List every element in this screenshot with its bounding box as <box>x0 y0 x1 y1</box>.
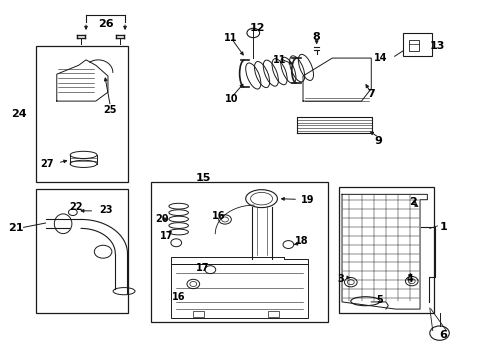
Text: 21: 21 <box>8 224 24 233</box>
Text: 22: 22 <box>69 202 83 212</box>
Text: 1: 1 <box>439 222 447 231</box>
Bar <box>267 311 278 317</box>
Text: 20: 20 <box>155 215 168 224</box>
Bar <box>151 182 328 321</box>
Text: 18: 18 <box>295 236 308 246</box>
Text: 14: 14 <box>373 53 387 63</box>
Text: 27: 27 <box>40 159 54 169</box>
Text: 4: 4 <box>406 274 413 284</box>
Text: 7: 7 <box>366 89 374 99</box>
Text: 12: 12 <box>249 23 265 33</box>
Text: 8: 8 <box>312 32 320 41</box>
Text: 11: 11 <box>224 33 237 43</box>
Text: 17: 17 <box>160 231 173 240</box>
Text: 26: 26 <box>98 19 113 29</box>
Text: 9: 9 <box>374 136 382 145</box>
Text: 16: 16 <box>211 211 225 221</box>
Text: 15: 15 <box>195 173 210 183</box>
Text: 19: 19 <box>301 195 314 205</box>
Text: 24: 24 <box>11 109 27 119</box>
Bar <box>408 40 418 51</box>
Text: 2: 2 <box>408 197 416 207</box>
Bar <box>338 187 433 313</box>
Bar <box>36 45 128 182</box>
Bar <box>171 264 307 318</box>
Text: 11: 11 <box>272 55 286 65</box>
Text: 10: 10 <box>224 94 238 104</box>
Bar <box>36 189 128 313</box>
Text: 13: 13 <box>428 41 444 50</box>
Text: 17: 17 <box>196 263 209 273</box>
Text: 6: 6 <box>439 330 447 340</box>
Text: 25: 25 <box>103 105 117 115</box>
Text: 16: 16 <box>172 292 185 302</box>
Bar <box>402 33 431 56</box>
Bar <box>193 311 203 317</box>
Text: 23: 23 <box>99 206 112 216</box>
Text: 3: 3 <box>337 274 344 284</box>
Text: 5: 5 <box>376 295 383 305</box>
